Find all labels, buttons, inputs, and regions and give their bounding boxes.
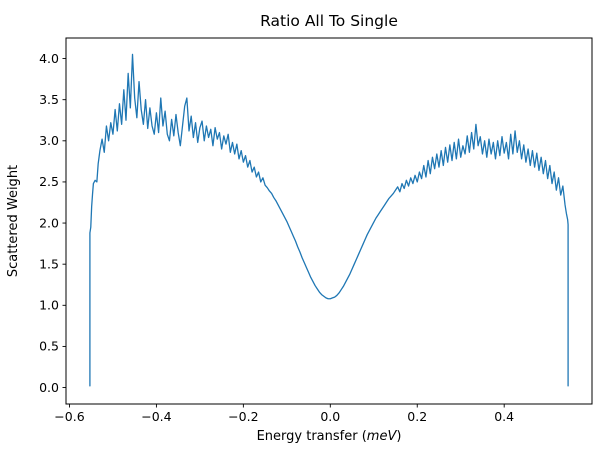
y-tick-label: 0.0: [39, 380, 59, 395]
y-tick-label: 3.5: [39, 92, 59, 107]
x-tick-label: −0.4: [141, 409, 171, 424]
x-axis-label: Energy transfer (meV): [257, 429, 402, 444]
y-tick-label: 0.5: [39, 339, 59, 354]
y-tick-label: 4.0: [39, 51, 59, 66]
y-axis-label: Scattered Weight: [6, 165, 21, 277]
x-axis-label-unit: meV: [367, 429, 398, 444]
y-tick-label: 2.5: [39, 174, 59, 189]
y-tick-label: 1.5: [39, 256, 59, 271]
chart-title: Ratio All To Single: [260, 12, 398, 30]
y-tick-label: 3.0: [39, 133, 59, 148]
x-tick-label: 0.0: [320, 409, 340, 424]
x-tick-label: −0.2: [228, 409, 258, 424]
x-tick-label: 0.2: [407, 409, 427, 424]
x-axis-label-suffix: ): [396, 429, 401, 444]
x-tick-label: 0.4: [494, 409, 514, 424]
axis-ticks: −0.6 −0.4 −0.2 0.0 0.2 0.4 0.0 0.5 1.0 1.5 2.0 2.5 3…: [39, 51, 514, 424]
ratio-data-line: [89, 53, 569, 387]
y-tick-label: 2.0: [39, 215, 59, 230]
x-tick-label: −0.6: [54, 409, 84, 424]
x-axis-label-prefix: Energy transfer (: [257, 429, 367, 444]
y-tick-label: 1.0: [39, 298, 59, 313]
plot-area-border: [65, 37, 593, 405]
